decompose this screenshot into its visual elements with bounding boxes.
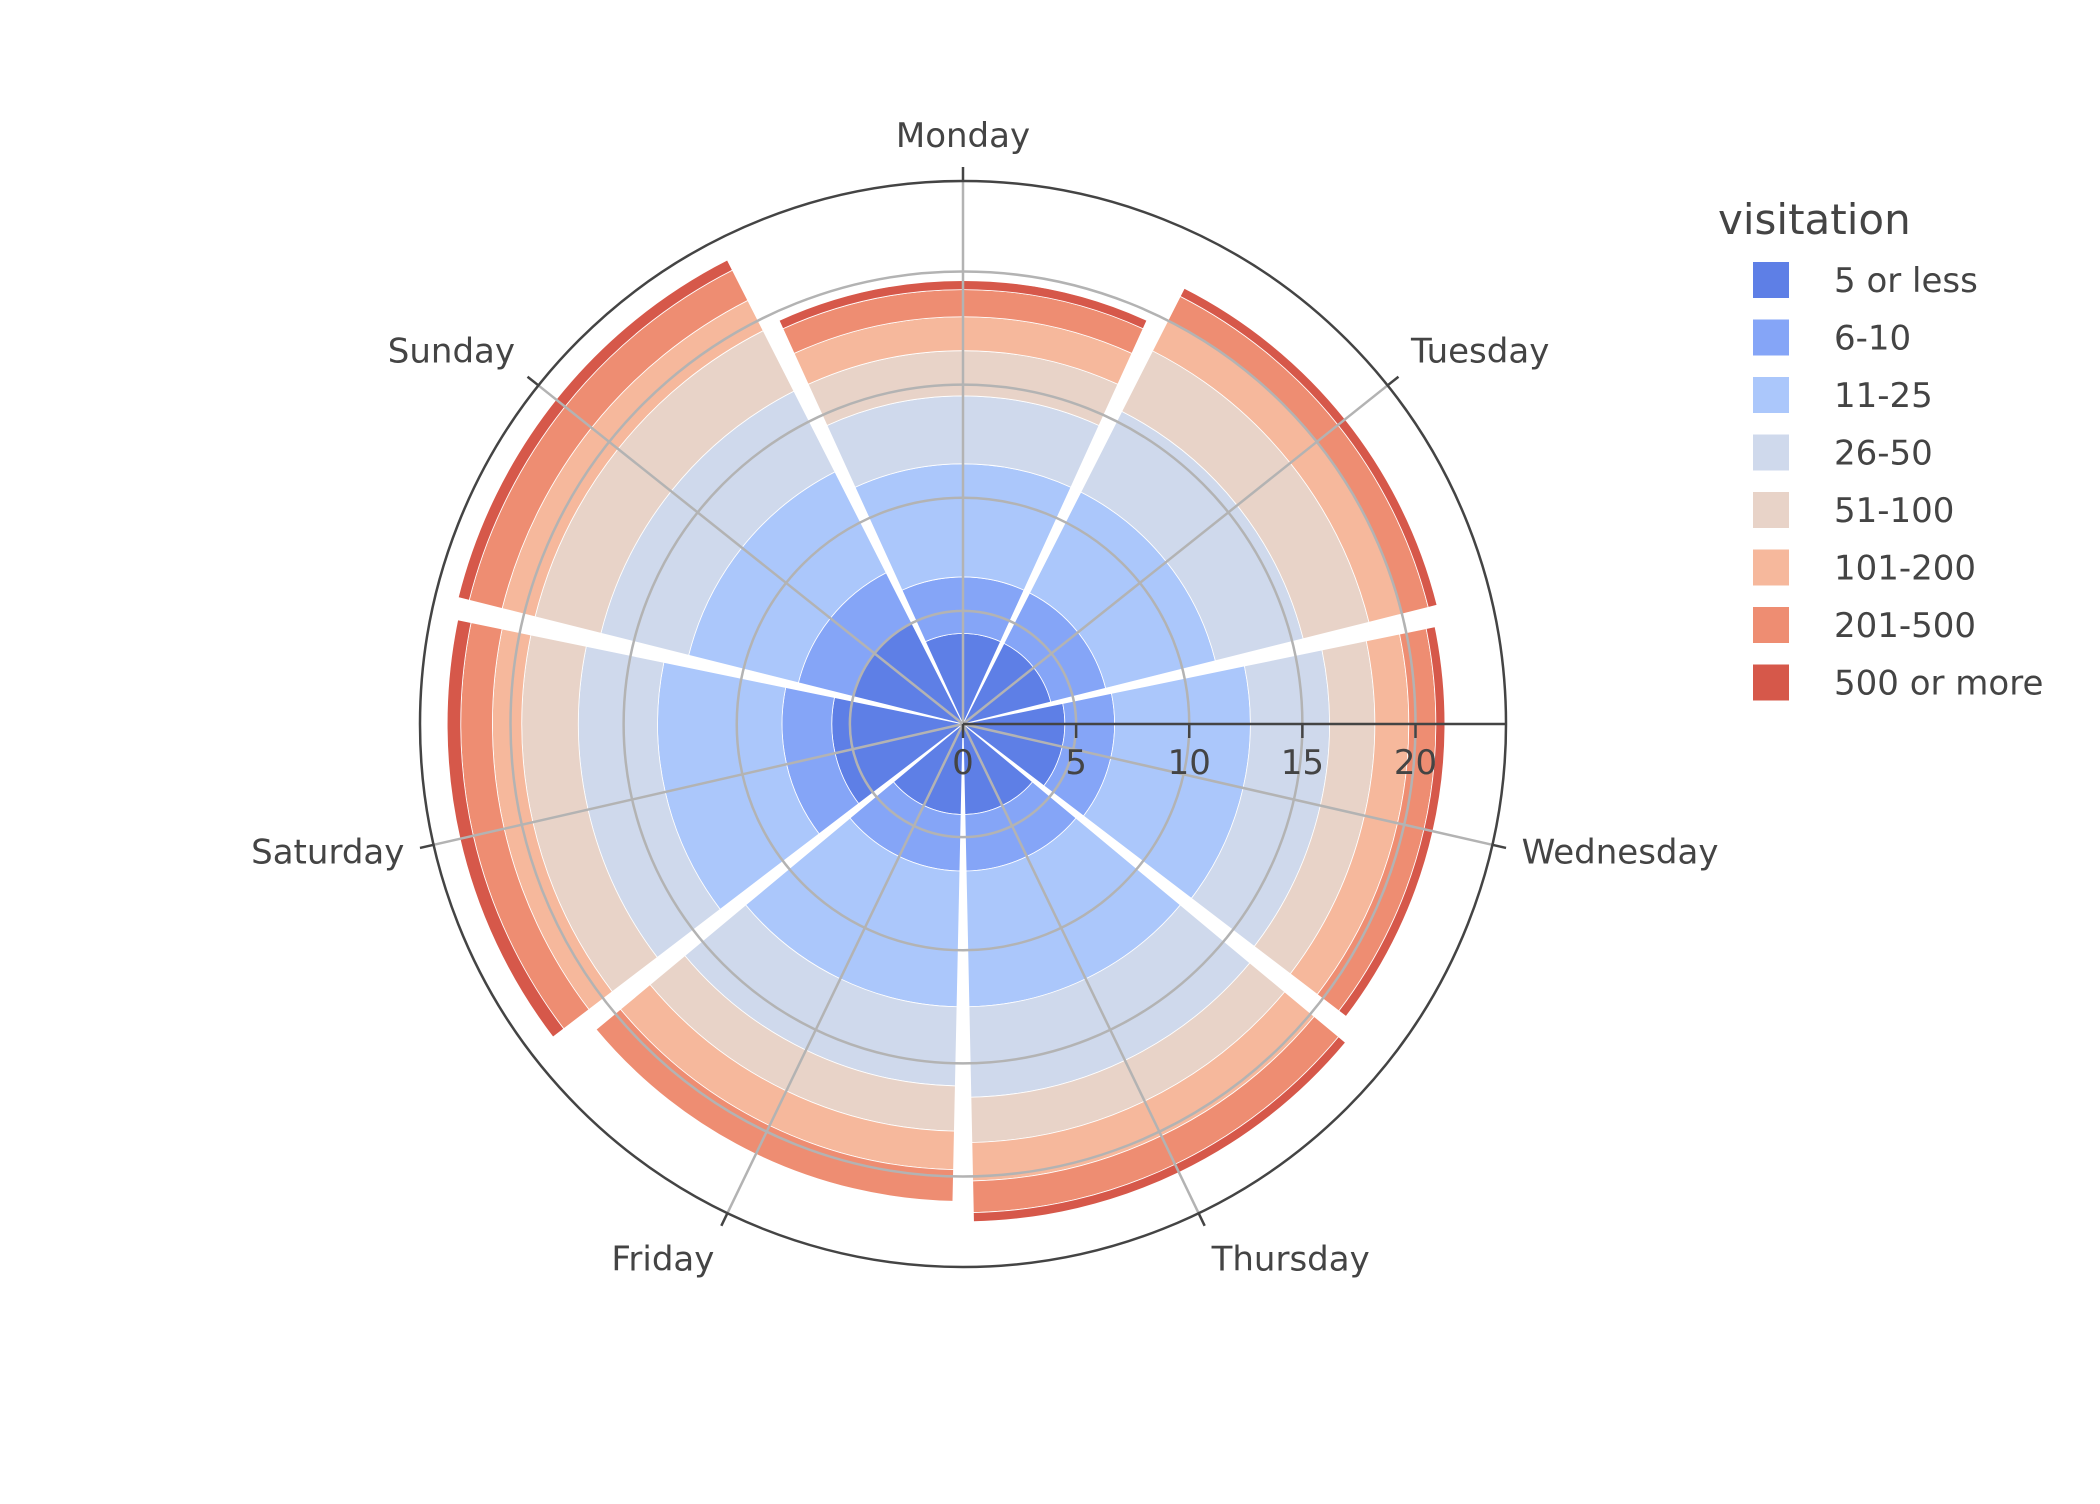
legend-swatch <box>1753 319 1789 356</box>
angular-gridline-saturday <box>433 722 964 847</box>
legend-swatch <box>1753 607 1789 643</box>
legend-item-201-500[interactable]: 201-500 <box>1753 606 1976 646</box>
angular-label-wednesday: Wednesday <box>1522 833 1719 873</box>
angular-gridline-thursday <box>961 723 1200 1214</box>
angular-label-friday: Friday <box>611 1239 714 1279</box>
legend-item-101-200[interactable]: 101-200 <box>1753 549 1976 589</box>
bar-tuesday-500-or-more[interactable] <box>1179 287 1438 608</box>
legend-label: 5 or less <box>1834 261 1978 301</box>
angular-tick-thursday <box>1197 1212 1206 1227</box>
legend-label: 11-25 <box>1834 376 1933 416</box>
bar-sunday-500-or-more[interactable] <box>457 259 733 601</box>
angular-label-tuesday: Tuesday <box>1410 332 1549 372</box>
legend-label: 500 or more <box>1834 664 2043 704</box>
bars-layer <box>446 259 1446 1223</box>
bar-wednesday-500-or-more[interactable] <box>1338 626 1446 1017</box>
bar-friday-201-500[interactable] <box>595 1008 954 1202</box>
angular-tick-wednesday <box>1492 843 1507 850</box>
legend-label: 26-50 <box>1834 434 1933 474</box>
radial-tick-label-0: 0 <box>952 743 974 783</box>
angular-tick-friday <box>720 1212 729 1227</box>
angular-gridline-sunday <box>537 384 964 725</box>
bar-monday-500-or-more[interactable] <box>778 280 1148 330</box>
legend-label: 51-100 <box>1834 491 1954 531</box>
legend-swatch <box>1753 492 1789 528</box>
angular-gridline-friday <box>726 723 965 1214</box>
angular-gridline-tuesday <box>962 384 1389 725</box>
legend-swatch <box>1753 549 1789 586</box>
legend-item-11-25[interactable]: 11-25 <box>1753 376 1933 416</box>
angular-label-saturday: Saturday <box>251 833 404 873</box>
angular-tick-sunday <box>526 375 540 387</box>
legend-item-6-10[interactable]: 6-10 <box>1753 319 1911 359</box>
legend-swatch <box>1753 434 1789 471</box>
legend-swatch <box>1753 262 1789 298</box>
angular-label-thursday: Thursday <box>1211 1239 1370 1279</box>
angular-gridline-wednesday <box>962 722 1493 847</box>
legend-label: 201-500 <box>1834 606 1976 646</box>
legend[interactable]: visitation 5 or less 6-10 11-25 26-50 51-100 1… <box>1718 195 2043 704</box>
legend-swatch <box>1753 664 1789 701</box>
legend-title: visitation <box>1718 195 1911 244</box>
angular-tick-saturday <box>419 843 434 850</box>
radial-tick-label-10: 10 <box>1168 743 1211 783</box>
angular-label-monday: Monday <box>896 116 1030 156</box>
angular-label-sunday: Sunday <box>388 332 515 372</box>
legend-label: 101-200 <box>1834 549 1976 589</box>
bar-saturday-500-or-more[interactable] <box>446 619 565 1038</box>
legend-item-500-or-more[interactable]: 500 or more <box>1753 664 2043 704</box>
radial-tick-label-15: 15 <box>1281 743 1324 783</box>
angular-tick-tuesday <box>1386 375 1400 387</box>
bar-thursday-500-or-more[interactable] <box>972 1036 1347 1223</box>
legend-swatch <box>1753 377 1789 413</box>
legend-label: 6-10 <box>1834 319 1911 359</box>
legend-item-5-or-less[interactable]: 5 or less <box>1753 261 1978 301</box>
axis-layer: 0 5 10 15 20 Monday Tuesday Wednesday Thursday Fr… <box>251 116 1718 1279</box>
legend-item-51-100[interactable]: 51-100 <box>1753 491 1954 531</box>
legend-item-26-50[interactable]: 26-50 <box>1753 434 1933 474</box>
radial-tick-label-5: 5 <box>1065 743 1087 783</box>
radial-tick-label-20: 20 <box>1394 743 1437 783</box>
